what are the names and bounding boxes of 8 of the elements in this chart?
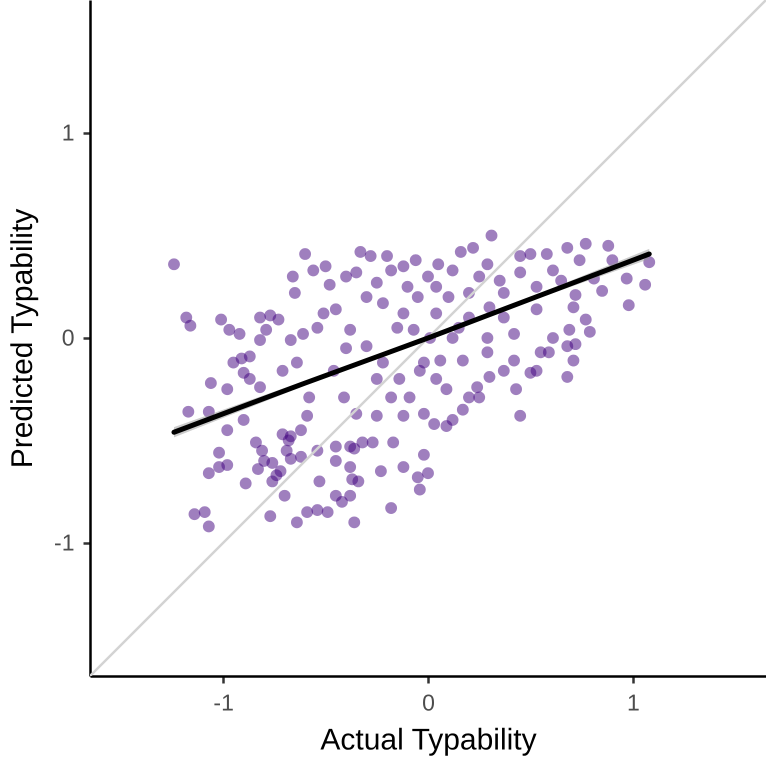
x-tick-label: -1: [213, 690, 234, 716]
y-tick-label: 0: [62, 324, 74, 350]
y-tick-label: -1: [54, 529, 74, 556]
x-tick-label: 1: [626, 690, 640, 716]
x-axis-title: Actual Typability: [320, 724, 537, 756]
x-tick-label: 0: [422, 690, 435, 716]
y-tick-label: 1: [62, 120, 74, 146]
y-axis-title: Predicted Typability: [6, 208, 40, 468]
